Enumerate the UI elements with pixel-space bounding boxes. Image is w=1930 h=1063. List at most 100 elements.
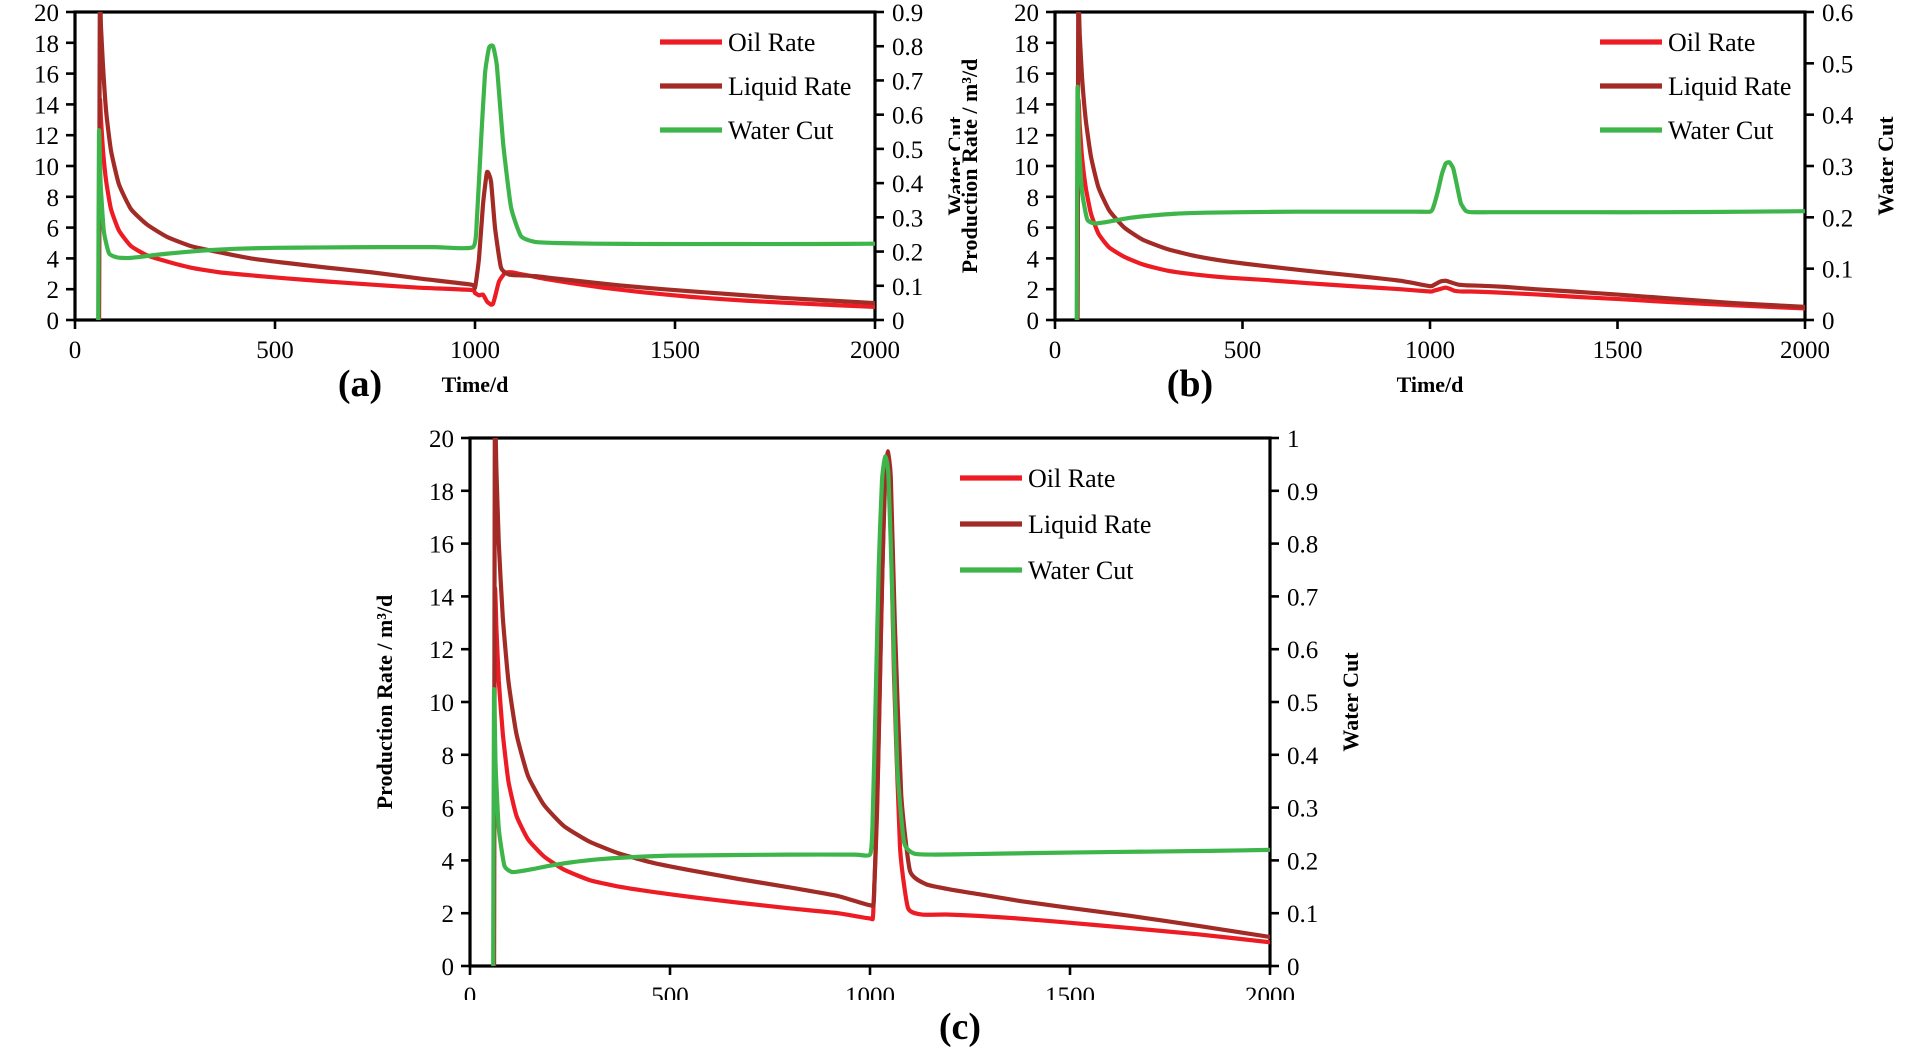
y-tick-label-left: 12 (429, 637, 454, 664)
y-axis-title-left: Production Rate / m³/d (0, 59, 2, 274)
y-tick-label-right: 0.3 (892, 205, 923, 232)
panel-b-caption: (b) (1166, 363, 1214, 405)
y-tick-label-right: 0.8 (892, 34, 923, 61)
x-tick-label: 1000 (450, 337, 500, 364)
y-tick-label-left: 2 (47, 277, 60, 304)
legend-label-liquid-rate: Liquid Rate (728, 72, 851, 101)
y-tick-label-left: 4 (442, 848, 455, 875)
y-tick-label-right: 0.7 (892, 68, 923, 95)
y-tick-label-right: 0 (1287, 954, 1300, 981)
series-line-oil-rate (96, 97, 875, 320)
y-tick-label-right: 0.3 (1822, 154, 1853, 181)
y-tick-label-right: 0.7 (1287, 584, 1318, 611)
y-tick-label-left: 6 (47, 216, 60, 243)
y-tick-label-left: 6 (1027, 216, 1040, 243)
x-tick-label: 0 (1049, 337, 1062, 364)
y-tick-label-left: 8 (1027, 185, 1040, 212)
y-tick-label-left: 20 (429, 426, 454, 453)
y-tick-label-left: 14 (429, 584, 455, 611)
y-tick-label-right: 0.4 (1822, 103, 1854, 130)
plot-frame (73, 10, 877, 322)
y-tick-label-left: 18 (34, 31, 59, 58)
x-axis-title: Time/d (1397, 372, 1464, 397)
series-line-water-cut (96, 43, 875, 320)
legend-label-liquid-rate: Liquid Rate (1028, 510, 1151, 539)
y-tick-label-left: 14 (1014, 92, 1040, 119)
y-tick-label-left: 14 (34, 92, 60, 119)
legend: Oil Rate Liquid Rate Water Cut (660, 28, 851, 145)
y-tick-label-right: 0.5 (892, 137, 923, 164)
chart-c-svg: 0500100015002000Time/d02468101214161820P… (372, 426, 1363, 1000)
x-tick-label: 1500 (1045, 983, 1095, 1000)
y-tick-label-left: 2 (442, 901, 455, 928)
legend-label-oil-rate: Oil Rate (1028, 464, 1115, 493)
legend-label-water-cut: Water Cut (1028, 556, 1134, 585)
y-tick-label-right: 0.6 (1287, 637, 1318, 664)
chart-a-svg: 0 500 1000 1500 2000 Time/d 0 2 4 6 8 10 12 14 16 18 20 P… (0, 0, 960, 397)
legend-label-oil-rate: Oil Rate (1668, 28, 1755, 57)
y-tick-label-right: 0.1 (1287, 901, 1318, 928)
y-tick-label-left: 16 (34, 62, 59, 89)
y-tick-label-left: 12 (1014, 123, 1039, 150)
panel-a: 0 500 1000 1500 2000 Time/d 0 2 4 6 8 10 12 14 16 18 20 P… (0, 0, 960, 400)
y-tick-label-left: 16 (1014, 62, 1039, 89)
x-axis-title: Time/d (442, 372, 509, 397)
panel-a-caption: (a) (337, 363, 383, 405)
panel-b: 0 500 1000 1500 2000 Time/d 0 2 4 6 8 10 12 14 16 18 20 P… (960, 0, 1930, 400)
y-tick-label-left: 8 (442, 743, 455, 770)
legend-label-water-cut: Water Cut (1668, 116, 1774, 145)
y-tick-label-left: 10 (1014, 154, 1039, 181)
x-tick-label: 1500 (1593, 337, 1643, 364)
y-tick-label-left: 18 (429, 479, 454, 506)
legend-label-oil-rate: Oil Rate (728, 28, 815, 57)
series-line-liquid-rate (96, 12, 875, 320)
panel-c: 0500100015002000Time/d02468101214161820P… (360, 420, 1560, 1000)
y-tick-label-left: 0 (442, 954, 455, 981)
y-axis-title-right: Water Cut (943, 116, 960, 216)
y-tick-label-left: 4 (1027, 246, 1040, 273)
y-tick-label-right: 0.8 (1287, 532, 1318, 559)
y-axis-title-right: Water Cut (1873, 116, 1898, 216)
y-tick-label-left: 2 (1027, 277, 1040, 304)
y-tick-label-left: 0 (47, 308, 60, 335)
y-axis-title-left: Production Rate / m³/d (960, 59, 982, 274)
y-tick-label-right: 0.5 (1287, 690, 1318, 717)
y-tick-label-right: 0.4 (892, 171, 924, 198)
y-tick-label-right: 0.1 (1822, 257, 1853, 284)
chart-b-svg: 0 500 1000 1500 2000 Time/d 0 2 4 6 8 10 12 14 16 18 20 P… (960, 0, 1898, 397)
series-line-water-cut (1074, 84, 1805, 320)
y-tick-label-right: 0.1 (892, 274, 923, 301)
legend: Oil Rate Liquid Rate Water Cut (960, 464, 1151, 585)
y-tick-label-left: 10 (429, 690, 454, 717)
x-tick-label: 500 (651, 983, 689, 1000)
y-tick-label-left: 12 (34, 123, 59, 150)
y-tick-label-right: 0.2 (1822, 205, 1853, 232)
y-tick-label-right: 0.9 (892, 0, 923, 27)
y-tick-label-right: 0.3 (1287, 796, 1318, 823)
y-tick-label-right: 0 (1822, 308, 1835, 335)
plot-frame (1053, 10, 1807, 322)
series-line-oil-rate (491, 451, 1270, 966)
x-tick-label: 2000 (850, 337, 900, 364)
y-tick-label-right: 0.4 (1287, 743, 1319, 770)
x-tick-label: 1000 (845, 983, 895, 1000)
x-tick-label: 0 (69, 337, 82, 364)
x-tick-label: 1000 (1405, 337, 1455, 364)
series-line-liquid-rate (491, 438, 1270, 966)
y-tick-label-left: 16 (429, 532, 454, 559)
y-tick-label-left: 20 (34, 0, 59, 27)
y-tick-label-right: 0 (892, 308, 905, 335)
y-tick-label-right: 0.9 (1287, 479, 1318, 506)
x-tick-label: 2000 (1245, 983, 1295, 1000)
series-line-liquid-rate (1075, 12, 1805, 320)
x-tick-label: 1500 (650, 337, 700, 364)
y-tick-label-right: 0.6 (892, 103, 923, 130)
y-tick-label-left: 8 (47, 185, 60, 212)
series-line-water-cut (491, 454, 1270, 966)
y-tick-label-right: 0.5 (1822, 51, 1853, 78)
y-axis-title-left: Production Rate / m³/d (372, 595, 397, 810)
y-tick-label-left: 4 (47, 246, 60, 273)
x-tick-label: 0 (464, 983, 477, 1000)
x-tick-label: 500 (256, 337, 294, 364)
y-tick-label-left: 6 (442, 796, 455, 823)
